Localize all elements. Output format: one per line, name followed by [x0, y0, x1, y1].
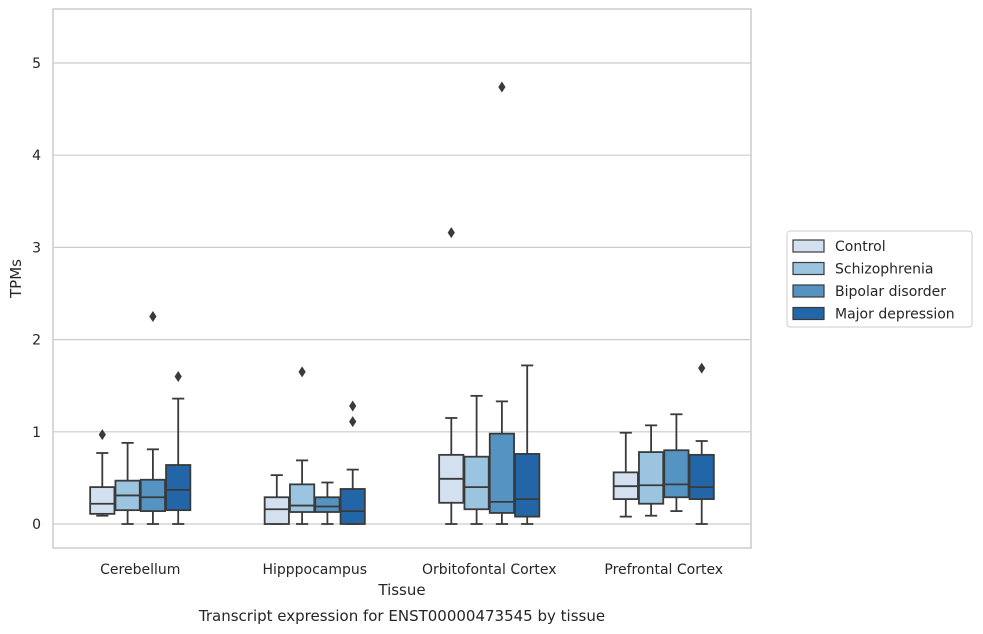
y-tick-label: 4 [32, 148, 41, 164]
box-series [89, 81, 715, 525]
y-axis: 0 1 2 3 4 5 [32, 56, 41, 533]
legend-entry: Schizophrenia [835, 262, 933, 278]
box-schizophrenia-0 [114, 441, 141, 525]
plot-frame [52, 8, 752, 549]
box-body [688, 453, 715, 501]
box-body [514, 453, 541, 518]
box-schizophrenia-2 [463, 394, 490, 525]
box-major-depression-1 [339, 400, 366, 525]
outlier-point [349, 416, 357, 428]
box-body [663, 449, 690, 499]
box-body [289, 483, 316, 513]
y-tick-label: 1 [32, 425, 41, 441]
box-bipolar-disorder-2 [488, 81, 515, 525]
x-tick-label: Cerebellum [100, 562, 180, 578]
y-tick-label: 5 [32, 56, 41, 72]
legend-swatch [792, 261, 825, 276]
box-control-0 [89, 429, 116, 517]
grid-lines [53, 62, 751, 525]
y-tick-label: 0 [32, 517, 41, 533]
box-body [488, 432, 515, 514]
outlier-point [98, 429, 106, 441]
outlier-point [698, 362, 706, 374]
legend-entry: Bipolar disorder [835, 284, 946, 300]
box-body [89, 486, 116, 515]
x-axis: Cerebellum Hipppocampus Orbitofontal Corte… [100, 562, 723, 578]
legend-entry: Major depression [835, 307, 955, 323]
box-major-depression-0 [165, 370, 192, 525]
box-major-depression-3 [688, 362, 715, 525]
box-bipolar-disorder-3 [663, 413, 690, 512]
box-bipolar-disorder-1 [314, 481, 341, 525]
x-tick-label: Prefrontal Cortex [604, 562, 723, 578]
x-tick-label: Hipppocampus [262, 562, 367, 578]
box-control-3 [612, 431, 639, 518]
box-body [463, 455, 490, 511]
box-control-2 [438, 227, 465, 525]
outlier-point [498, 81, 506, 93]
legend-box [786, 230, 973, 328]
x-tick-label: Orbitofontal Cortex [422, 562, 557, 578]
box-major-depression-2 [514, 364, 541, 525]
box-body [139, 478, 166, 512]
outlier-point [149, 311, 157, 323]
y-tick-label: 2 [32, 333, 41, 349]
box-body [638, 451, 665, 505]
outlier-point [174, 370, 182, 382]
box-bipolar-disorder-0 [139, 311, 166, 525]
outlier-point [349, 400, 357, 412]
outlier-point [298, 366, 306, 378]
box-schizophrenia-3 [638, 424, 665, 517]
legend-swatch [792, 239, 825, 253]
box-body [263, 496, 290, 525]
legend-swatch [792, 306, 825, 321]
legend-swatch [792, 284, 825, 298]
box-schizophrenia-1 [289, 366, 316, 525]
y-tick-label: 3 [32, 240, 41, 256]
box-body [314, 496, 341, 513]
box-body [339, 488, 366, 525]
outlier-point [447, 227, 455, 239]
legend-entry: Control [835, 239, 886, 255]
box-control-1 [263, 474, 290, 525]
box-body [165, 464, 192, 512]
x-axis-label: Tissue [377, 581, 425, 599]
legend: Control Schizophrenia Bipolar disorder Majo… [786, 230, 973, 328]
y-axis-label: TPMs [7, 259, 25, 299]
chart-title: Transcript expression for ENST0000047354… [198, 607, 605, 625]
